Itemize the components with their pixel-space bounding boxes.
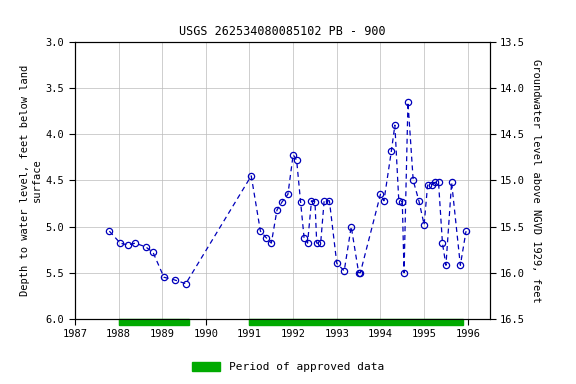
- Y-axis label: Groundwater level above NGVD 1929, feet: Groundwater level above NGVD 1929, feet: [530, 59, 540, 302]
- Bar: [249, 319, 463, 325]
- Title: USGS 262534080085102 PB - 900: USGS 262534080085102 PB - 900: [179, 25, 385, 38]
- Legend: Period of approved data: Period of approved data: [188, 357, 388, 377]
- Bar: [119, 319, 190, 325]
- Y-axis label: Depth to water level, feet below land
surface: Depth to water level, feet below land su…: [20, 65, 41, 296]
